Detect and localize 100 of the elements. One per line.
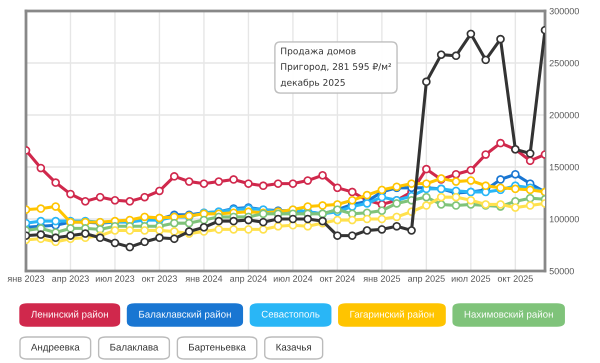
text: Бартеньевка (189, 344, 246, 353)
point (184, 218, 194, 228)
point (452, 192, 460, 202)
point (170, 172, 179, 181)
point (436, 200, 446, 209)
point (348, 188, 357, 196)
point (184, 177, 194, 186)
point (51, 202, 60, 211)
point (155, 186, 164, 196)
point (511, 184, 520, 194)
point (303, 176, 312, 185)
point (422, 164, 431, 174)
point (452, 201, 460, 210)
x-tick-label: июл 2023 (96, 275, 134, 282)
point (140, 226, 149, 235)
point (170, 234, 179, 244)
text: Балаклавский район (139, 310, 231, 320)
point (378, 206, 386, 215)
point (303, 202, 312, 211)
point (407, 179, 416, 188)
point (481, 56, 490, 64)
point (66, 224, 75, 233)
point (466, 166, 476, 174)
point (288, 214, 298, 224)
point (170, 218, 179, 228)
point (452, 51, 460, 60)
point (466, 196, 476, 205)
point (258, 181, 268, 190)
point (51, 178, 60, 187)
point (244, 179, 253, 188)
point (110, 226, 120, 235)
y-tick-label: 100000 (550, 216, 579, 222)
point (466, 30, 476, 38)
x-tick-label: окт 2024 (320, 275, 356, 282)
point (436, 192, 446, 202)
point (333, 231, 342, 240)
point (51, 233, 60, 242)
x-tick-label: апр 2023 (52, 275, 89, 284)
annotation: Продажа домов Пригород, 281 595 ₽/м² декабрь 2025 (280, 48, 392, 88)
point (244, 225, 253, 234)
x-tick-label: окт 2025 (498, 275, 533, 282)
point (96, 233, 104, 242)
point (436, 50, 446, 59)
point (125, 242, 134, 252)
point (422, 77, 431, 86)
point (36, 230, 46, 239)
point (125, 226, 134, 235)
text: Андреевка (30, 344, 80, 353)
point (422, 201, 431, 210)
x-tick-label: окт 2023 (142, 275, 177, 282)
y-tick-label: 300000 (550, 8, 579, 14)
point (481, 150, 490, 159)
point (392, 212, 402, 222)
point (36, 204, 46, 213)
point (348, 196, 357, 205)
point (378, 225, 386, 234)
y-tick-label: 50000 (550, 268, 574, 274)
point (526, 194, 534, 203)
point (170, 227, 179, 236)
x-tick-label: янв 2024 (185, 275, 222, 282)
point (244, 216, 253, 224)
point (229, 225, 238, 234)
point (229, 175, 238, 184)
point (214, 225, 224, 234)
point (51, 216, 60, 226)
point (348, 231, 357, 240)
text: Гагаринский район (350, 310, 434, 320)
point (392, 199, 402, 208)
x-tick-label: июл 2025 (452, 275, 490, 282)
point (496, 34, 505, 44)
point (155, 233, 164, 242)
point (258, 225, 268, 234)
y-tick-label: 150000 (550, 164, 579, 170)
text: Балаклава (110, 344, 158, 351)
point (333, 216, 342, 224)
point (348, 216, 357, 224)
point (214, 216, 224, 226)
point (81, 229, 90, 238)
x-tick-label: апр 2025 (408, 275, 445, 284)
point (66, 190, 75, 198)
text: Казачья (276, 344, 312, 351)
point (452, 170, 460, 179)
point (452, 177, 460, 186)
point (481, 181, 490, 190)
point (526, 201, 534, 210)
point (378, 192, 386, 202)
text: Севастополь (262, 310, 320, 318)
point (125, 197, 134, 206)
point (392, 222, 402, 231)
point (140, 192, 149, 202)
text: Нахимовский район (464, 310, 553, 320)
text: Ленинский район (31, 310, 108, 320)
point (140, 238, 149, 246)
point (362, 226, 372, 235)
x-tick-label: янв 2025 (363, 275, 400, 282)
y-tick-label: 200000 (550, 112, 579, 118)
point (258, 218, 268, 226)
point (200, 216, 208, 224)
point (229, 216, 238, 226)
point (110, 238, 120, 248)
